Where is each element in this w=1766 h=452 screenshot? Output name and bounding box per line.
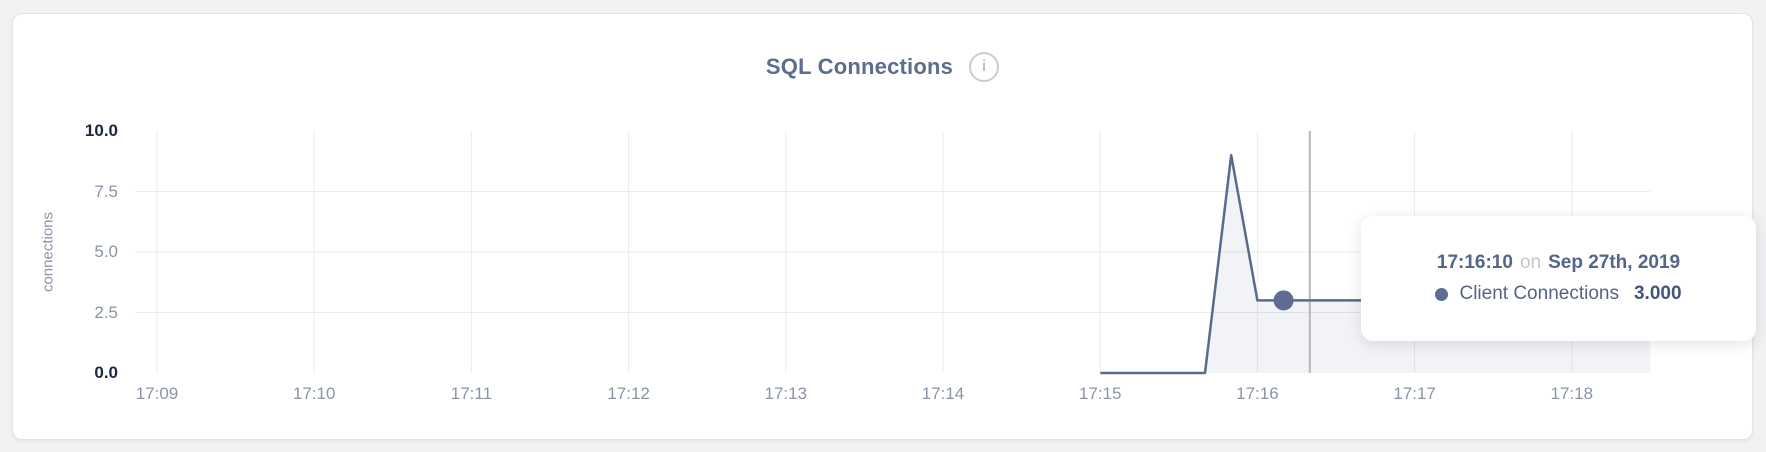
tooltip-series-row: Client Connections 3.000 [1435,283,1682,305]
hover-dot [1273,290,1294,311]
tooltip-timestamp: 17:16:10 on Sep 27th, 2019 [1437,252,1680,274]
tooltip-value: 3.000 [1633,283,1682,304]
chart-tooltip: 17:16:10 on Sep 27th, 2019 Client Connec… [1361,216,1756,341]
tooltip-date: Sep 27th, 2019 [1548,252,1681,273]
info-icon[interactable]: i [969,52,1000,82]
tooltip-on-word: on [1519,252,1542,273]
tooltip-series-label: Client Connections [1459,283,1619,304]
tooltip-time: 17:16:10 [1436,252,1513,273]
chart-title: SQL Connections [765,54,954,79]
card-header: SQL Connections i [13,52,1752,82]
series-bullet-icon [1435,287,1449,301]
sql-connections-card: SQL Connections i 17:16:10 on Sep 27th, … [12,13,1756,440]
